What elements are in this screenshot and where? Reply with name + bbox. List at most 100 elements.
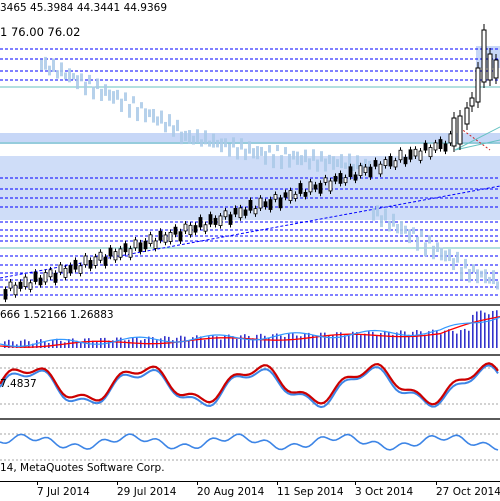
candle-body bbox=[308, 181, 313, 193]
background-candle bbox=[104, 84, 107, 96]
macd-histogram-bar bbox=[396, 332, 398, 348]
price-plot bbox=[0, 24, 500, 303]
macd-subwindow[interactable]: 666 1.52166 1.26883 bbox=[0, 306, 500, 354]
background-candle bbox=[380, 215, 383, 228]
time-axis: 7 Jul 2014 29 Jul 2014 20 Aug 2014 11 Se… bbox=[0, 481, 500, 501]
macd-histogram-bar bbox=[472, 314, 474, 348]
candle-body bbox=[348, 166, 353, 178]
fan-line bbox=[454, 126, 500, 151]
macd-histogram-bar bbox=[356, 332, 358, 348]
macd-histogram-bar bbox=[368, 331, 370, 348]
background-candle bbox=[340, 154, 343, 169]
background-candle bbox=[224, 138, 227, 148]
main-price-chart[interactable]: 3465 45.3984 44.3441 44.9369 1 76.00 76.… bbox=[0, 0, 500, 304]
time-tick bbox=[277, 482, 278, 485]
macd-histogram-bar bbox=[484, 312, 486, 348]
background-candle bbox=[444, 250, 447, 262]
background-candle bbox=[452, 258, 455, 271]
background-candle bbox=[448, 249, 451, 262]
macd-histogram-bar bbox=[328, 335, 330, 348]
macd-histogram-bar bbox=[372, 331, 374, 348]
oscillator-line bbox=[0, 433, 499, 451]
macd-histogram-bar bbox=[308, 332, 310, 348]
background-candle bbox=[344, 162, 347, 169]
background-candle bbox=[268, 145, 271, 153]
background-candle bbox=[412, 227, 415, 234]
macd-histogram-bar bbox=[352, 331, 354, 348]
macd-histogram-bar bbox=[400, 330, 402, 348]
background-candle bbox=[128, 103, 131, 118]
background-candle bbox=[132, 96, 135, 104]
macd-histogram-bar bbox=[164, 336, 166, 348]
macd-histogram-bar bbox=[448, 329, 450, 348]
macd-values-label: 666 1.52166 1.26883 bbox=[0, 309, 114, 321]
background-candle bbox=[276, 144, 279, 152]
macd-histogram-bar bbox=[268, 337, 270, 348]
macd-histogram-bar bbox=[496, 310, 498, 348]
pane-separator[interactable] bbox=[0, 418, 500, 420]
background-candle bbox=[48, 65, 51, 76]
oscillator-subwindow[interactable]: 14, MetaQuotes Software Corp. bbox=[0, 420, 500, 481]
background-candle bbox=[284, 147, 287, 155]
candle-body bbox=[388, 156, 393, 167]
macd-histogram-bar bbox=[52, 339, 54, 348]
background-candle bbox=[392, 213, 395, 227]
macd-histogram-bar bbox=[112, 340, 114, 348]
copyright-label: 14, MetaQuotes Software Corp. bbox=[0, 462, 165, 474]
background-candle bbox=[460, 266, 463, 280]
candle-body bbox=[443, 143, 448, 152]
pane-separator[interactable] bbox=[0, 354, 500, 356]
candle-body bbox=[343, 177, 348, 184]
background-candle bbox=[304, 149, 307, 163]
price-band bbox=[0, 133, 500, 144]
macd-histogram-bar bbox=[200, 336, 202, 348]
candle-body bbox=[413, 148, 418, 157]
macd-histogram-bar bbox=[264, 335, 266, 348]
candle-body bbox=[138, 242, 143, 252]
pane-separator[interactable] bbox=[0, 304, 500, 306]
candle-body bbox=[273, 194, 278, 200]
macd-histogram-bar bbox=[364, 333, 366, 348]
candle-body bbox=[451, 117, 457, 147]
candle-body bbox=[248, 199, 253, 211]
candle-body bbox=[298, 183, 303, 194]
background-candle bbox=[484, 269, 487, 284]
candle-body bbox=[328, 180, 333, 192]
candle-body bbox=[48, 269, 53, 278]
candle-body bbox=[373, 160, 378, 167]
background-candle bbox=[144, 108, 147, 123]
candle-body bbox=[403, 156, 408, 165]
candle-body bbox=[283, 192, 288, 198]
candle-body bbox=[263, 201, 268, 208]
candle-body bbox=[188, 224, 193, 236]
macd-histogram-bar bbox=[260, 333, 262, 348]
time-tick bbox=[37, 482, 38, 485]
candle-body bbox=[108, 247, 113, 257]
macd-histogram-bar bbox=[64, 342, 66, 348]
stochastic-subwindow[interactable]: 7.4837 bbox=[0, 356, 500, 418]
macd-histogram-bar bbox=[444, 330, 446, 348]
macd-histogram-bar bbox=[124, 340, 126, 348]
macd-histogram-bar bbox=[388, 331, 390, 348]
macd-histogram-bar bbox=[412, 331, 414, 348]
macd-histogram-bar bbox=[12, 341, 14, 348]
candle-body bbox=[203, 224, 208, 232]
candle-body bbox=[258, 197, 263, 209]
background-candle bbox=[296, 151, 299, 165]
candle-body bbox=[358, 165, 363, 176]
macd-histogram-bar bbox=[76, 340, 78, 348]
candle-body bbox=[487, 53, 493, 81]
macd-histogram-bar bbox=[416, 330, 418, 348]
candle-body bbox=[73, 259, 78, 270]
stochastic-values-label: 7.4837 bbox=[0, 378, 37, 390]
macd-histogram-bar bbox=[420, 331, 422, 348]
candle-body bbox=[363, 166, 368, 173]
background-candle bbox=[300, 155, 303, 166]
candle-body bbox=[68, 265, 73, 274]
macd-histogram-bar bbox=[428, 331, 430, 348]
macd-histogram-bar bbox=[404, 331, 406, 348]
background-candle bbox=[108, 89, 111, 101]
candle-body bbox=[198, 217, 203, 228]
macd-histogram-bar bbox=[296, 335, 298, 348]
